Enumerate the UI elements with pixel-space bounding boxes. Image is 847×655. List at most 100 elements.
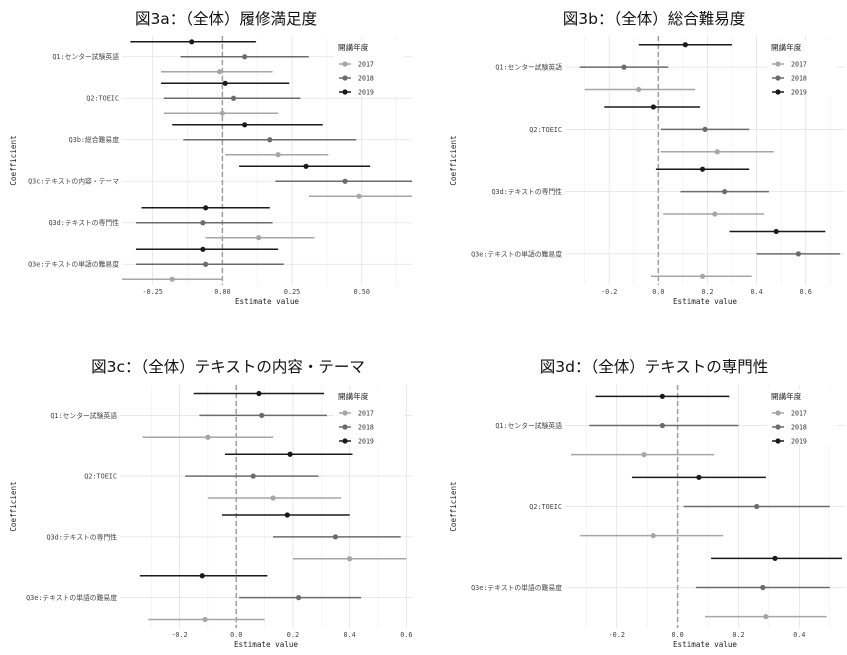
estimate-point-2017: [205, 434, 211, 440]
x-tick-label: 0.0: [652, 288, 664, 296]
x-axis-label: Estimate value: [673, 297, 737, 306]
legend-swatch-point-2018: [775, 424, 781, 430]
x-axis-label: Estimate value: [235, 297, 299, 306]
legend-label-2019: 2019: [358, 88, 374, 96]
estimate-point-2018: [795, 251, 801, 257]
chart-panel-4: -0.2 0.0 0.2 0.4 Q1:センター試験英語 Q2:TOEIC Q3e:テキスト…: [449, 358, 845, 649]
x-tick-label: 0.2: [701, 288, 713, 296]
estimate-point-2019: [189, 39, 195, 45]
y-axis-label: Coefficient: [449, 481, 458, 531]
x-tick-label: 0.00: [214, 288, 230, 296]
estimate-point-2019: [284, 512, 290, 518]
estimate-point-2018: [760, 584, 766, 591]
legend-label-2018: 2018: [791, 74, 807, 82]
chart-panel-1: -0.25 0.00 0.25 0.50 Q1:センター試験英語 Q2:TOEIC Q3b:…: [9, 10, 412, 306]
estimate-point-2019: [222, 80, 228, 86]
estimate-point-2018: [250, 473, 256, 479]
legend-swatch-point-2017: [342, 410, 348, 416]
legend-swatch-point-2019: [775, 89, 781, 95]
legend: 開講年度 2017 2018 2019: [334, 389, 404, 445]
legend-title: 開講年度: [771, 391, 802, 401]
y-tick-label: Q3b:総合難易度: [69, 135, 120, 144]
y-axis-label: Coefficient: [9, 135, 18, 185]
estimate-point-2017: [650, 533, 656, 539]
estimate-point-2019: [682, 42, 688, 48]
estimate-point-2019: [203, 205, 209, 211]
legend: 開講年度 2017 2018 2019: [334, 40, 404, 96]
legend-swatch-point-2018: [342, 75, 348, 81]
legend-label-2017: 2017: [358, 409, 374, 417]
estimate-point-2019: [303, 163, 309, 169]
legend-swatch-point-2017: [342, 61, 348, 67]
estimate-point-2018: [332, 534, 339, 540]
y-axis-label: Coefficient: [449, 135, 458, 185]
estimate-point-2019: [199, 573, 205, 579]
legend-swatch-point-2017: [775, 410, 781, 416]
x-tick-label: 0.4: [343, 631, 355, 639]
x-tick-label: -0.2: [601, 288, 617, 296]
legend-box: [334, 389, 404, 445]
chart-title: 図3a：（全体）履修満足度: [135, 10, 317, 28]
estimate-point-2017: [641, 452, 647, 458]
legend-box: [767, 40, 837, 96]
estimate-point-2018: [200, 220, 206, 226]
x-tick-label: 0.25: [284, 288, 300, 296]
estimate-point-2019: [772, 555, 778, 561]
y-axis-label: Coefficient: [9, 481, 18, 531]
legend-label-2019: 2019: [791, 88, 807, 96]
x-tick-label: 0.0: [671, 631, 683, 639]
chart-panel-3: -0.2 0.0 0.2 0.4 0.6 Q1:センター試験英語 Q2:TOEIC Q3d:テ…: [9, 358, 412, 649]
estimate-point-2018: [242, 54, 248, 60]
x-tick-label: -0.2: [609, 631, 625, 639]
estimate-point-2018: [259, 412, 265, 418]
legend-label-2017: 2017: [358, 60, 374, 68]
chart-panel-2: -0.2 0.0 0.2 0.4 0.6 Q1:センター試験英語 Q2:TOEIC Q3d:テ…: [449, 10, 845, 306]
estimate-point-2019: [650, 104, 657, 110]
estimate-point-2017: [270, 495, 276, 501]
y-tick-label: Q3e:テキストの単語の難易度: [471, 249, 562, 258]
chart-title: 図3c：（全体）テキストの内容・テーマ: [91, 358, 365, 376]
estimate-point-2019: [287, 451, 293, 457]
legend-swatch-point-2017: [775, 61, 781, 67]
y-tick-label: Q3d:テキストの専門性: [46, 532, 117, 541]
estimate-point-2018: [230, 95, 237, 101]
y-tick-label: Q3e:テキストの単語の難易度: [28, 260, 119, 269]
x-tick-label: -0.2: [171, 631, 187, 639]
estimate-point-2018: [296, 595, 302, 601]
estimate-point-2019: [696, 474, 702, 480]
legend-label-2018: 2018: [358, 74, 374, 82]
legend-label-2019: 2019: [791, 437, 807, 445]
estimate-point-2017: [699, 273, 706, 279]
estimate-point-2017: [169, 276, 175, 282]
legend-label-2018: 2018: [791, 423, 807, 431]
estimate-point-2019: [256, 390, 262, 397]
estimate-point-2017: [347, 556, 353, 562]
x-tick-label: 0.0: [230, 631, 242, 639]
estimate-point-2018: [754, 503, 760, 510]
x-tick-label: 0.6: [800, 288, 812, 296]
x-axis-label: Estimate value: [234, 640, 298, 649]
y-tick-label: Q2:TOEIC: [529, 503, 562, 511]
y-tick-label: Q3c:テキストの内容・テーマ: [28, 177, 119, 186]
y-tick-label: Q2:TOEIC: [86, 95, 119, 103]
estimate-point-2017: [636, 86, 642, 93]
estimate-point-2019: [200, 246, 206, 252]
estimate-point-2018: [659, 422, 665, 429]
legend-label-2019: 2019: [358, 437, 374, 445]
x-tick-label: 0.4: [750, 288, 762, 296]
legend-title: 開講年度: [338, 391, 369, 401]
x-tick-label: -0.25: [142, 288, 162, 296]
legend-label-2018: 2018: [358, 423, 374, 431]
estimate-point-2019: [242, 122, 248, 128]
legend-title: 開講年度: [338, 42, 369, 52]
x-tick-label: 0.2: [732, 631, 744, 639]
estimate-point-2019: [699, 166, 706, 172]
legend-swatch-point-2019: [342, 438, 348, 444]
y-tick-label: Q3e:テキストの単語の難易度: [26, 593, 117, 602]
x-tick-label: 0.2: [287, 631, 299, 639]
legend: 開講年度 2017 2018 2019: [767, 389, 837, 445]
legend-box: [767, 389, 837, 445]
legend-swatch-point-2019: [342, 89, 348, 95]
legend-label-2017: 2017: [791, 60, 807, 68]
